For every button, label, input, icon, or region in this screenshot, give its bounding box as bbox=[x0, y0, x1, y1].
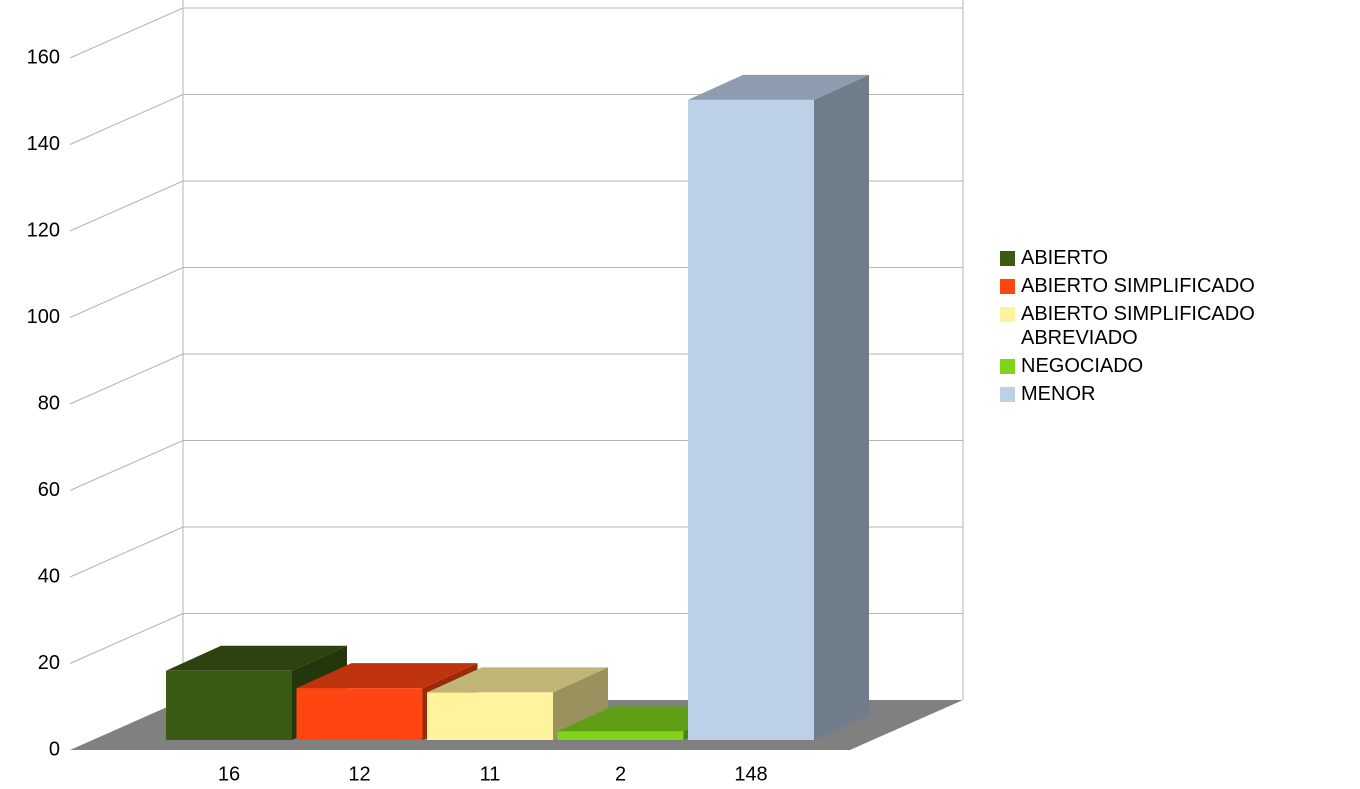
bar bbox=[688, 99, 814, 740]
bar bbox=[557, 731, 684, 740]
legend-label: MENOR bbox=[1021, 383, 1096, 405]
legend-label: ABIERTO bbox=[1021, 247, 1109, 269]
legend-swatch bbox=[1000, 251, 1015, 266]
bar bbox=[166, 670, 292, 740]
legend-swatch bbox=[1000, 387, 1015, 402]
legend-swatch bbox=[1000, 307, 1015, 322]
legend-label: NEGOCIADO bbox=[1021, 355, 1144, 377]
y-tick-label: 140 bbox=[27, 133, 60, 155]
y-tick-label: 120 bbox=[27, 219, 60, 241]
y-tick-label: 0 bbox=[49, 738, 60, 760]
legend-item: NEGOCIADO bbox=[1000, 354, 1350, 378]
grid-line bbox=[69, 526, 184, 578]
y-tick-label: 20 bbox=[38, 652, 60, 674]
legend: ABIERTO ABIERTO SIMPLIFICADO ABIERTO SIMPL… bbox=[1000, 246, 1350, 410]
bar-top bbox=[427, 667, 608, 693]
grid-line bbox=[69, 353, 184, 405]
legend-label: ABIERTO SIMPLIFICADO ABREVIADO bbox=[1021, 303, 1255, 349]
y-tick-label: 80 bbox=[38, 392, 60, 414]
grid-line bbox=[69, 7, 184, 59]
grid-line bbox=[69, 440, 184, 491]
bar-side bbox=[553, 667, 608, 740]
bar-top bbox=[296, 663, 478, 689]
x-tick-label: 11 bbox=[480, 763, 501, 785]
legend-label: ABIERTO SIMPLIFICADO bbox=[1021, 275, 1255, 297]
y-tick-label: 100 bbox=[27, 306, 60, 328]
y-tick-label: 40 bbox=[38, 565, 60, 587]
legend-swatch bbox=[1000, 279, 1015, 294]
legend-item: ABIERTO SIMPLIFICADO ABREVIADO bbox=[1000, 302, 1350, 350]
bar bbox=[296, 688, 423, 740]
y-tick-label: 60 bbox=[38, 479, 60, 501]
grid-line bbox=[69, 94, 184, 145]
bar-top bbox=[166, 645, 347, 671]
x-tick-label: 148 bbox=[734, 763, 767, 785]
legend-item: ABIERTO bbox=[1000, 246, 1350, 270]
grid-line bbox=[69, 267, 184, 318]
legend-item: MENOR bbox=[1000, 382, 1350, 406]
bar-side bbox=[814, 74, 869, 740]
x-tick-label: 12 bbox=[348, 763, 370, 785]
legend-swatch bbox=[1000, 359, 1015, 374]
bar bbox=[427, 692, 553, 740]
x-tick-label: 2 bbox=[615, 763, 626, 785]
x-tick-label: 16 bbox=[218, 763, 240, 785]
y-tick-label: 160 bbox=[27, 46, 60, 68]
legend-item: ABIERTO SIMPLIFICADO bbox=[1000, 274, 1350, 298]
grid-line bbox=[69, 180, 184, 232]
grid-line bbox=[69, 613, 184, 664]
bar-top bbox=[688, 74, 869, 100]
